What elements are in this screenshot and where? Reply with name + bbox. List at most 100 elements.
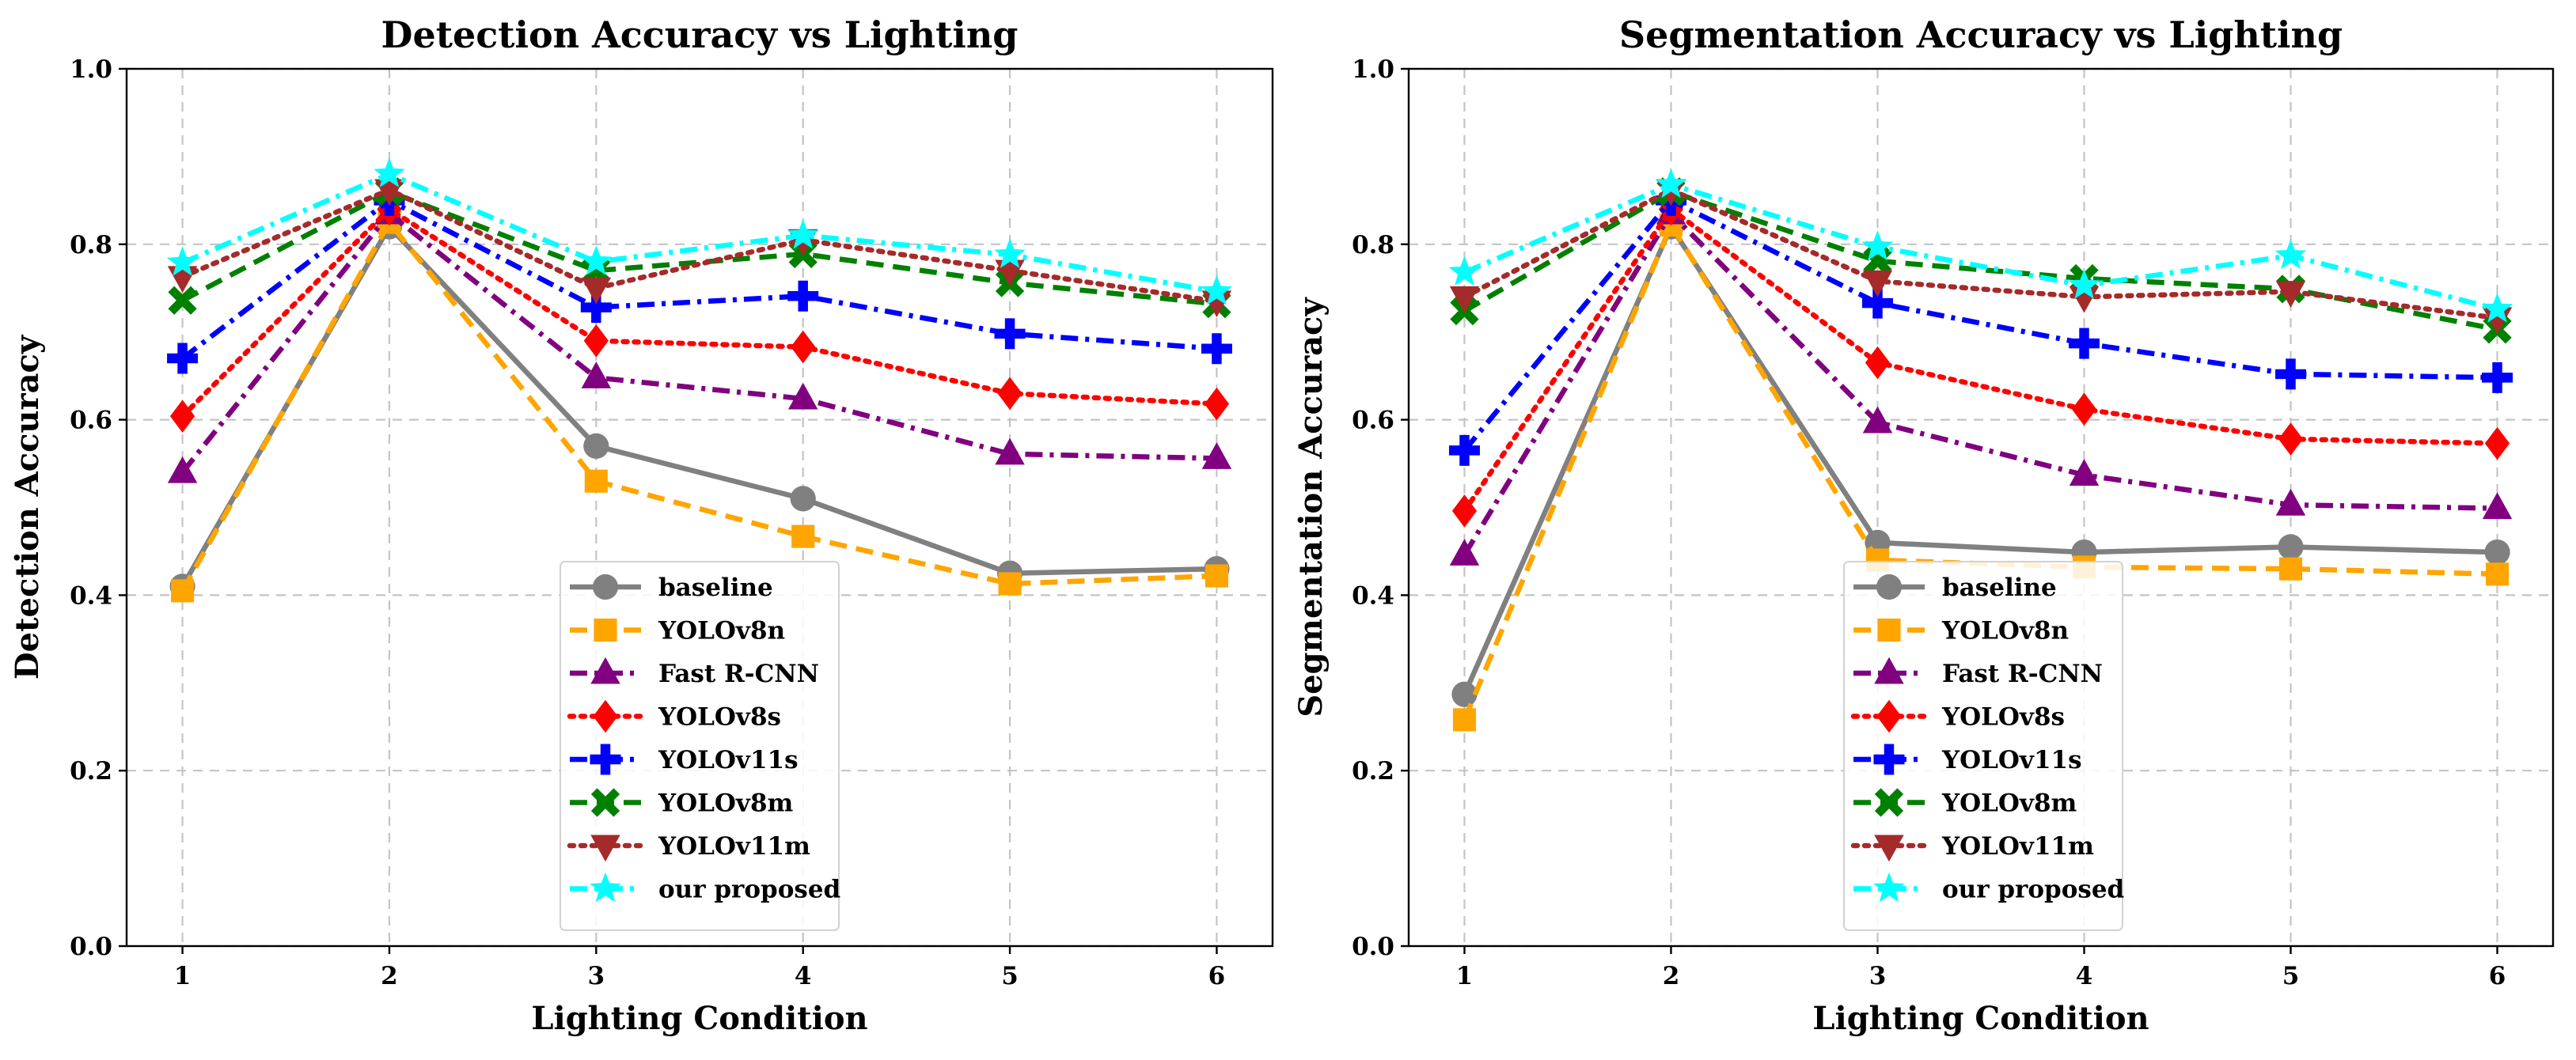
legend: baseline YOLOv8n Fast R-CNN YOLOv8s YOLOv11s…: [560, 561, 840, 931]
series-line-baseline: [180, 224, 1217, 588]
legend-marker: [1873, 744, 1905, 775]
legend-item-yolov11m: YOLOv11m: [1850, 832, 2094, 862]
data-point-fast-r-cnn: [581, 362, 612, 388]
y-tick-label: 0.6: [70, 407, 112, 435]
legend-label: Fast R-CNN: [1942, 660, 2103, 688]
legend-label: YOLOv11m: [1941, 832, 2094, 861]
series-line-yolov8s: [1462, 206, 2500, 514]
legend-item-yolov8s: YOLOv8s: [567, 699, 781, 733]
legend-item-our-proposed: our proposed: [570, 872, 840, 904]
y-tick-label: 0.8: [1352, 231, 1394, 259]
series-yolov8s: [1451, 192, 2510, 528]
data-point-yolov11m: [1449, 286, 1480, 313]
series-line-our-proposed: [1463, 182, 2498, 312]
legend-marker: [590, 872, 621, 903]
y-tick-label: 0.6: [1352, 407, 1394, 435]
series-line-fast-r-cnn: [180, 210, 1217, 475]
chart-panel-2: 1 2 3 4 5 6 0.0 0.2 0.4 0.6 0.8 1.0 Segmentation Acc…: [1292, 13, 2555, 1037]
legend-marker: [1874, 657, 1904, 684]
y-tick-label: 0.8: [70, 231, 112, 259]
data-point-yolov8n: [998, 572, 1022, 596]
data-point-yolov8n: [1205, 564, 1228, 588]
series-line-yolov11s: [180, 198, 1217, 361]
plot-frame: [125, 67, 1274, 948]
y-tick-label: 0.4: [70, 581, 112, 610]
legend-label: our proposed: [1942, 876, 2124, 904]
x-axis: 1 2 3 4 5 6: [174, 946, 1225, 990]
data-point-baseline: [583, 433, 609, 459]
series-yolov8s: [169, 192, 1230, 433]
data-point-yolov11s: [2482, 362, 2513, 393]
legend-marker: [590, 788, 620, 817]
x-axis-label: Lighting Condition: [531, 1000, 867, 1037]
legend-label: YOLOv8m: [1941, 789, 2077, 818]
legend-item-yolov8m: YOLOv8m: [1853, 788, 2077, 818]
series-line-yolov8m: [1463, 189, 2498, 332]
series-our-proposed: [1448, 168, 2513, 323]
data-point-baseline: [1451, 681, 1478, 707]
series-baseline: [169, 214, 1230, 600]
data-point-yolov11s: [1448, 434, 1480, 466]
y-tick-label: 0.0: [70, 933, 112, 961]
chart-title: Detection Accuracy vs Lighting: [381, 13, 1019, 56]
data-point-yolov11s: [167, 343, 199, 374]
data-point-fast-r-cnn: [995, 437, 1025, 465]
x-tick-label: 2: [1663, 962, 1680, 990]
series-line-yolov11m: [1462, 187, 2500, 321]
data-point-yolov11s: [1861, 287, 1893, 319]
x-tick-label: 3: [588, 962, 605, 990]
legend-marker: [594, 618, 617, 642]
data-point-our-proposed: [2274, 239, 2307, 269]
data-point-yolov8n: [1452, 708, 1477, 732]
data-point-fast-r-cnn: [1449, 539, 1480, 566]
data-point-yolov11s: [994, 318, 1026, 350]
data-point-yolov8n: [171, 579, 195, 603]
legend-item-our-proposed: our proposed: [1853, 872, 2124, 904]
series-group: [166, 157, 1233, 603]
data-point-yolov11m: [1862, 270, 1893, 297]
plot-frame: [1407, 67, 2555, 948]
legend-item-baseline: baseline: [1853, 574, 2057, 602]
data-point-yolov11m: [581, 277, 612, 305]
data-point-our-proposed: [166, 246, 199, 276]
legend-item-baseline: baseline: [570, 574, 773, 602]
data-point-yolov11s: [1201, 333, 1232, 365]
data-point-yolov11s: [787, 280, 819, 312]
legend-marker: [1873, 872, 1905, 903]
y-axis-label: Detection Accuracy: [9, 334, 46, 680]
legend-box: [1843, 561, 2123, 931]
data-point-yolov8s: [1204, 387, 1230, 421]
series-line-yolov8s: [180, 206, 1220, 419]
legend-marker: [1876, 699, 1902, 733]
legend-label: YOLOv11s: [658, 746, 799, 774]
chart-panel-1: 1 2 3 4 5 6 0.0 0.2 0.4 0.6 0.8 1.0 Detection Accura…: [9, 13, 1274, 1037]
x-tick-label: 4: [795, 962, 812, 990]
series-yolov8m: [1450, 177, 2512, 344]
data-point-yolov11s: [2275, 358, 2307, 390]
data-point-fast-r-cnn: [1862, 406, 1893, 433]
legend-label: YOLOv8n: [658, 617, 785, 645]
data-point-our-proposed: [1655, 168, 1687, 199]
data-point-our-proposed: [1201, 274, 1233, 305]
series-line-yolov11m: [180, 187, 1220, 305]
data-point-yolov8s: [1451, 494, 1478, 528]
series-our-proposed: [166, 157, 1233, 305]
legend-item-yolov11s: YOLOv11s: [1853, 744, 2082, 775]
x-tick-label: 6: [1208, 962, 1226, 990]
legend-marker: [592, 574, 619, 600]
legend-item-fast-r-cnn: Fast R-CNN: [1853, 657, 2103, 688]
x-tick-label: 4: [2076, 962, 2093, 990]
y-axis: 0.0 0.2 0.4 0.6 0.8 1.0: [1352, 55, 1409, 961]
legend-label: our proposed: [658, 876, 840, 904]
x-axis: 1 2 3 4 5 6: [1456, 946, 2506, 990]
data-point-our-proposed: [374, 157, 405, 187]
legend-label: YOLOv8s: [1941, 703, 2065, 732]
data-point-yolov8s: [997, 377, 1022, 411]
data-point-our-proposed: [580, 245, 613, 275]
x-tick-label: 1: [174, 962, 192, 990]
y-tick-label: 0.4: [1352, 581, 1394, 610]
data-point-fast-r-cnn: [787, 382, 818, 410]
data-point-fast-r-cnn: [167, 456, 198, 483]
data-point-fast-r-cnn: [2482, 492, 2513, 520]
